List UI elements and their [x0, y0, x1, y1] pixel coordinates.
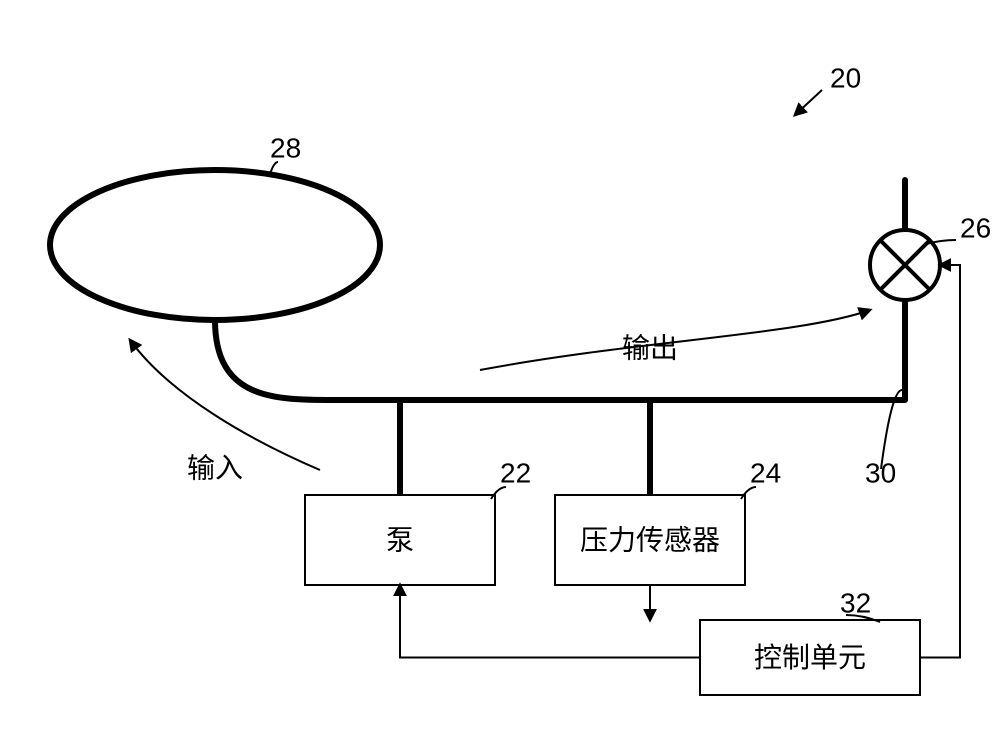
ref-28: 28 — [270, 132, 301, 163]
cuff-ellipse — [50, 170, 380, 320]
ref-30: 30 — [865, 457, 896, 488]
ref-24-tick — [741, 487, 756, 499]
pump-box-label: 泵 — [386, 524, 414, 555]
tube-main — [215, 300, 905, 400]
flow-output-label: 输出 — [622, 332, 678, 363]
ref-22-tick — [491, 487, 506, 499]
ctrl-box-label: 控制单元 — [754, 642, 866, 673]
ref-20-arrow — [795, 90, 822, 115]
sig-ctrl-pump — [400, 585, 700, 658]
ref-22: 22 — [500, 457, 531, 488]
sensor-box-label: 压力传感器 — [580, 524, 720, 555]
ref-32: 32 — [840, 587, 871, 618]
ref-26: 26 — [960, 212, 991, 243]
ref-24: 24 — [750, 457, 781, 488]
ref-20: 20 — [830, 62, 861, 93]
flow-input-label: 输入 — [187, 452, 243, 483]
sig-ctrl-valve — [920, 265, 960, 658]
